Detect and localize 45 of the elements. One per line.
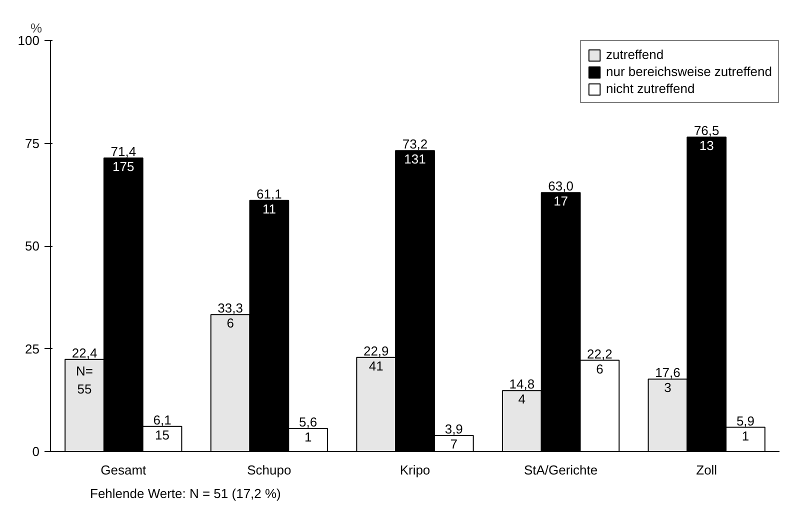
data-label: 73,2 (402, 136, 428, 152)
annotation: 3 (664, 380, 672, 396)
y-axis-title: % (30, 20, 42, 36)
y-tick-label: 75 (25, 136, 40, 151)
data-label: 33,3 (218, 300, 243, 316)
annotation: 1 (304, 429, 312, 444)
annotation: 41 (368, 358, 384, 374)
annotation: 6 (226, 316, 234, 331)
data-label: 3,9 (444, 421, 463, 436)
data-label: 63,0 (548, 178, 574, 194)
annotation: 11 (262, 201, 276, 216)
legend-label: nicht zutreffend (606, 81, 695, 96)
legend-label: nur bereichsweise zutreffend (606, 64, 772, 79)
data-label: 6,1 (153, 412, 172, 428)
annotation: 17 (554, 194, 568, 209)
x-tick-label: Gesamt (100, 462, 147, 478)
y-tick-label: 0 (32, 444, 40, 459)
annotation: N= 55 (76, 363, 94, 396)
x-tick-label: Kripo (400, 462, 430, 478)
annotation: 6 (596, 361, 604, 376)
data-label: 14,8 (509, 376, 535, 392)
x-tick-label: Zoll (696, 462, 718, 478)
y-tick-label: 50 (25, 238, 40, 254)
annotation: 7 (450, 436, 458, 452)
x-tick-label: StA/Gerichte (524, 462, 598, 478)
data-label: 22,4 (72, 345, 98, 360)
y-tick-label: 25 (25, 341, 40, 356)
annotation: 1 (742, 428, 750, 444)
data-label: 17,6 (655, 365, 680, 380)
data-label: 71,4 (110, 144, 136, 160)
annotation: 175 (112, 159, 134, 174)
x-tick-label: Schupo (247, 462, 292, 478)
annotation: 13 (699, 138, 714, 154)
data-label: 76,5 (694, 123, 720, 138)
data-label: 22,9 (363, 343, 389, 358)
data-label: 5,6 (299, 414, 318, 430)
annotation: 4 (518, 392, 526, 407)
data-label: 61,1 (256, 186, 282, 202)
annotation: 15 (155, 427, 170, 442)
text: Fehlende Werte: N = 51 (17,2 %) (90, 485, 281, 503)
annotation: 131 (404, 152, 426, 167)
data-label: 22,2 (587, 346, 612, 362)
y-tick-label: 100 (18, 33, 40, 48)
data-label: 5,9 (736, 413, 755, 428)
legend-label: zutreffend (606, 47, 664, 62)
